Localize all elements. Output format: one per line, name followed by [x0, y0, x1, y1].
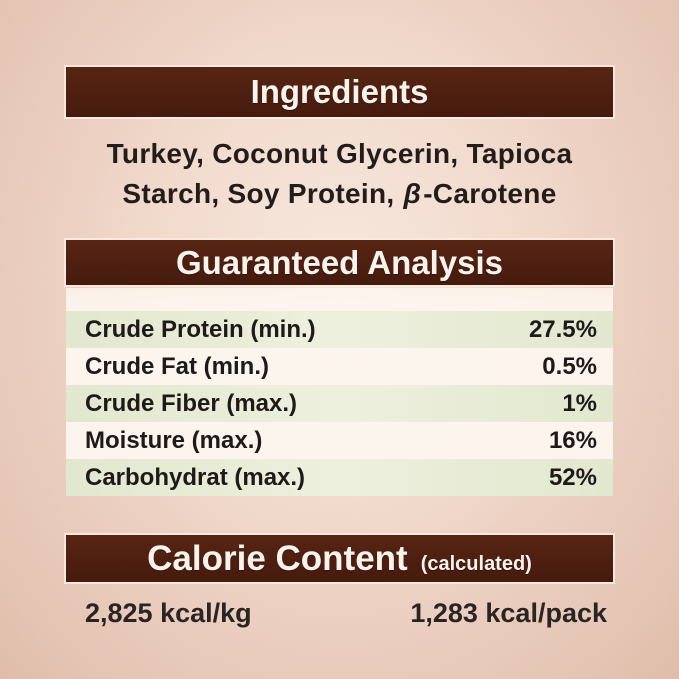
calorie-content-header-note: (calculated)	[420, 552, 532, 575]
nutrient-value: 52%	[548, 463, 597, 491]
calorie-values-row: 2,825 kcal/kg 1,283 kcal/pack	[66, 598, 613, 629]
ingredients-header-title: Ingredients	[250, 73, 429, 110]
calories-per-pack: 1,283 kcal/pack	[410, 598, 607, 628]
calories-per-kg: 2,825 kcal/kg	[85, 598, 252, 628]
calorie-content-header-title: Calorie Content	[147, 538, 408, 578]
table-row: Carbohydrat (max.) 52%	[66, 459, 613, 496]
table-row: Crude Protein (min.) 27.5%	[66, 311, 613, 348]
nutrient-label: Carbohydrat (max.)	[85, 463, 306, 491]
nutrient-value: 0.5%	[542, 352, 597, 380]
table-row: Moisture (max.) 16%	[66, 422, 613, 459]
nutrient-label: Crude Protein (min.)	[85, 315, 316, 343]
nutrient-label: Crude Fat (min.)	[85, 352, 269, 380]
nutrient-value: 27.5%	[528, 315, 597, 343]
nutrient-value: 1%	[562, 389, 597, 417]
guaranteed-analysis-header-title: Guaranteed Analysis	[175, 243, 504, 281]
nutrient-label: Crude Fiber (max.)	[85, 389, 298, 417]
calorie-content-header-bar: Calorie Content (calculated)	[66, 535, 613, 582]
ingredients-text: Turkey, Coconut Glycerin, Tapioca Starch…	[40, 134, 639, 214]
table-row: Crude Fiber (max.) 1%	[66, 385, 613, 422]
table-row: Crude Fat (min.) 0.5%	[66, 348, 613, 385]
beta-symbol: β	[403, 178, 422, 209]
nutrient-label: Moisture (max.)	[85, 426, 263, 454]
ingredients-line-2: Starch, Soy Protein, β-Carotene	[122, 178, 557, 209]
ingredients-header-bar: Ingredients	[66, 67, 613, 117]
ingredients-line-1: Turkey, Coconut Glycerin, Tapioca	[106, 138, 573, 169]
guaranteed-analysis-header-bar: Guaranteed Analysis	[66, 240, 613, 285]
guaranteed-analysis-table: Crude Protein (min.) 27.5% Crude Fat (mi…	[66, 288, 613, 496]
nutrient-value: 16%	[548, 426, 597, 454]
